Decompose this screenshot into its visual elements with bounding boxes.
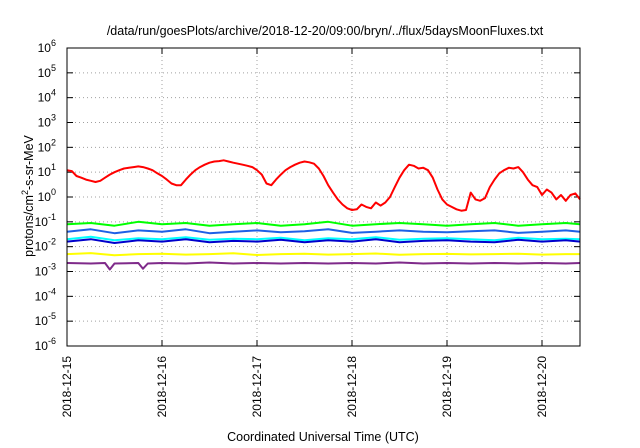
y-tick-label: 10-4 [35,286,56,303]
series-line-1 [66,220,581,227]
y-axis-ticks: 10-6 10-5 10-4 10-3 10-2 10-1 100 101 102 103 104 1… [35,38,580,353]
y-tick-label: 10-2 [35,237,56,254]
y-tick-label: 106 [38,38,56,55]
x-tick-label: 2018-12-17 [250,356,264,418]
x-tick-label: 2018-12-18 [345,356,359,418]
x-axis-label: Coordinated Universal Time (UTC) [227,430,419,444]
y-tick-label: 10-6 [35,336,56,353]
y-tick-label: 10-5 [35,311,56,328]
y-tick-label: 10-3 [35,262,56,279]
y-tick-label: 105 [38,63,56,80]
y-tick-label: 101 [38,162,56,179]
plot-frame [66,47,581,347]
x-tick-label: 2018-12-20 [535,356,549,418]
y-tick-label: 102 [38,137,56,154]
y-tick-label: 103 [38,113,56,130]
y-axis-label: protons/cm2-s-sr-MeV [20,134,36,256]
series-line-5 [66,252,580,257]
data-series [66,159,581,271]
series-line-6 [66,261,581,271]
series-line-2 [66,235,581,242]
x-tick-label: 2018-12-15 [60,356,74,418]
series-line-3 [66,228,581,235]
y-tick-label: 100 [38,187,56,204]
x-tick-label: 2018-12-16 [155,356,169,418]
series-line-4 [66,238,581,244]
x-tick-label: 2018-12-19 [440,356,454,418]
y-tick-label: 10-1 [35,212,56,229]
grid-lines [67,48,580,346]
y-tick-label: 104 [38,88,56,105]
chart-title: /data/run/goesPlots/archive/2018-12-20/0… [107,24,544,38]
x-axis-ticks: 2018-12-15 2018-12-16 2018-12-17 2018-12-18… [60,48,549,417]
series-line-0 [66,159,581,212]
